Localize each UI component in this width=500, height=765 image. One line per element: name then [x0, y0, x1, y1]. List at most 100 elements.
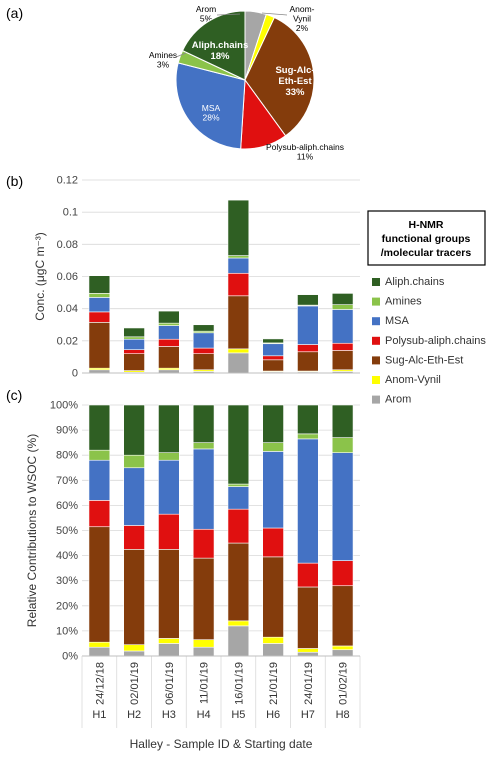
bar-segment-aliph-chains-h4: [192, 324, 215, 332]
bar-segment-polysub-aliph-chains-h4: [192, 528, 215, 559]
x-tick-label: H7: [301, 709, 315, 721]
pie-slice-aliph-chains: [181, 10, 246, 81]
x-tick-label: H5: [231, 709, 245, 721]
legend-swatch-polysub-aliph-chains: [372, 336, 380, 345]
bar-segment-msa-h2: [123, 467, 145, 526]
bar-segment-sug-alc-eth-est-h7: [297, 351, 319, 372]
bar-segment-amines-h4: [192, 442, 215, 450]
pie-label-polysub-aliph-chains: Polysub-aliph.chains 11%: [266, 142, 344, 162]
bar-segment-sug-alc-eth-est-h6: [262, 556, 284, 638]
bar-segment-sug-alc-eth-est-h5: [227, 542, 250, 622]
pie-label-amines: Amines 3%: [149, 50, 177, 70]
bar-segment-amines-h5: [227, 483, 250, 487]
bar-segment-aliph-chains-h6: [262, 404, 284, 443]
legend-title-box: [367, 210, 486, 266]
bar-segment-amines-h1: [88, 293, 111, 298]
bar-segment-arom-h8: [331, 649, 354, 657]
bar-segment-aliph-chains-h3: [158, 310, 180, 324]
bar-segment-polysub-aliph-chains-h2: [123, 349, 145, 354]
bar-segment-msa-h6: [262, 451, 284, 529]
legend-label-amines: Amines: [385, 296, 422, 308]
bar-segment-aliph-chains-h8: [331, 404, 354, 438]
bar-segment-anom-vynil-h3: [158, 638, 180, 644]
bar-segment-arom-h5: [227, 352, 250, 374]
x-axis-label: Halley - Sample ID & Starting date: [130, 737, 313, 751]
bar-segment-aliph-chains-h7: [297, 404, 319, 435]
bar-segment-arom-h4: [192, 646, 215, 657]
bar-segment-arom-h2: [123, 650, 145, 657]
y-tick-label: 0.04: [57, 303, 78, 315]
legend-label-msa: MSA: [385, 315, 410, 327]
pie-label-aliph-chains: Aliph.chains 18%: [192, 40, 248, 62]
y-tick-label: 100%: [50, 400, 78, 412]
bar-segment-polysub-aliph-chains-h5: [227, 272, 250, 297]
y-tick-label: 0.02: [57, 335, 78, 347]
bar-segment-amines-h2: [123, 336, 145, 340]
bar-segment-sug-alc-eth-est-h5: [227, 295, 250, 350]
bar-segment-aliph-chains-h1: [88, 275, 111, 294]
bar-segment-sug-alc-eth-est-h3: [158, 346, 180, 369]
bar-segment-polysub-aliph-chains-h8: [331, 342, 354, 351]
legend-label-sug-alc-eth-est: Sug-Alc-Eth-Est: [385, 354, 463, 366]
x-date-label: 01/02/19: [338, 662, 350, 705]
bar-chart-relative: 0% 10% 20% 30% 40% 50% 60% 70% 80% 90% 100% Relativ…: [25, 400, 361, 751]
bar-segment-amines-h8: [331, 437, 354, 453]
bar-segment-anom-vynil-h7: [297, 648, 319, 653]
y-tick-label: 10%: [56, 625, 78, 637]
bar-segment-msa-h1: [88, 297, 111, 313]
bar-segment-anom-vynil-h2: [123, 644, 145, 652]
x-tick-label: H6: [266, 709, 280, 721]
bar-segment-msa-h7: [297, 438, 319, 564]
bar-segment-aliph-chains-h7: [297, 294, 319, 306]
bar-segment-anom-vynil-h1: [88, 641, 111, 648]
legend-label-arom: Arom: [385, 394, 411, 406]
bar-segment-polysub-aliph-chains-h6: [262, 355, 284, 361]
bar-segment-amines-h1: [88, 449, 111, 461]
x-date-label: 24/12/18: [94, 662, 106, 705]
bar-segment-sug-alc-eth-est-h1: [88, 526, 111, 643]
bar-segment-sug-alc-eth-est-h2: [123, 549, 145, 646]
bar-segment-sug-alc-eth-est-h3: [158, 549, 180, 639]
legend-swatch-anom-vynil: [372, 376, 380, 384]
bar-segment-msa-h8: [331, 309, 354, 344]
bar-segment-arom-h6: [262, 643, 284, 657]
bar-segment-polysub-aliph-chains-h6: [262, 527, 284, 558]
legend-title: /molecular tracers: [381, 247, 472, 259]
x-date-label: 16/01/19: [233, 662, 245, 705]
y-tick-label: 60%: [56, 500, 78, 512]
bar-segment-sug-alc-eth-est-h4: [192, 353, 215, 371]
bar-segment-msa-h5: [227, 486, 250, 510]
bar-segment-amines-h8: [331, 304, 354, 310]
bar-segment-arom-h5: [227, 625, 250, 657]
bar-segment-msa-h7: [297, 305, 319, 345]
panel-label-b: (b): [6, 173, 23, 189]
bar-segment-aliph-chains-h2: [123, 404, 145, 456]
bar-segment-aliph-chains-h3: [158, 404, 180, 453]
legend-title: functional groups: [382, 233, 471, 245]
y-axis-label: Conc. (μgC m⁻³): [33, 232, 47, 321]
legend-title: H-NMR: [409, 219, 444, 231]
bar-segment-msa-h4: [192, 332, 215, 349]
legend-swatch-aliph-chains: [372, 278, 380, 286]
bar-segment-amines-h3: [158, 322, 180, 326]
legend-label-anom-vynil: Anom-Vynil: [385, 374, 441, 386]
bar-segment-msa-h3: [158, 325, 180, 340]
bar-segment-aliph-chains-h6: [262, 338, 284, 344]
y-tick-label: 40%: [56, 550, 78, 562]
legend-swatch-msa: [372, 317, 380, 326]
bar-segment-sug-alc-eth-est-h8: [331, 585, 354, 647]
x-date-label: 06/01/19: [164, 662, 176, 705]
bar-segment-msa-h2: [123, 338, 145, 350]
bar-segment-anom-vynil-h6: [262, 636, 284, 644]
bar-segment-msa-h1: [88, 459, 111, 501]
pie-slice-msa: [175, 62, 246, 150]
panel-label-c: (c): [6, 387, 22, 403]
bar-segment-anom-vynil-h5: [227, 348, 250, 354]
x-date-label: 21/01/19: [268, 662, 280, 705]
bar-segment-aliph-chains-h1: [88, 404, 111, 451]
y-tick-label: 50%: [56, 525, 78, 537]
bar-segment-aliph-chains-h4: [192, 404, 215, 443]
bar-chart-concentration: 0 0.02 0.04 0.06 0.08 0.1 0.12 Conc. (μgC m⁻³): [33, 175, 360, 380]
bar-segment-amines-h2: [123, 454, 145, 469]
